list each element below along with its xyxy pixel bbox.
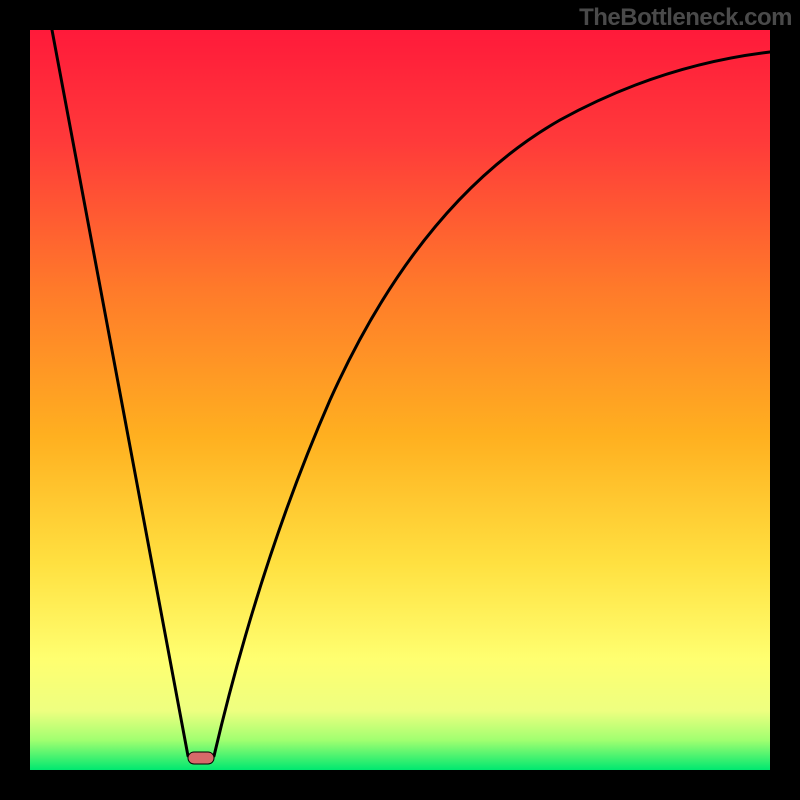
chart-container: TheBottleneck.com (0, 0, 800, 800)
chart-svg (0, 0, 800, 800)
bottleneck-marker (188, 752, 214, 764)
watermark-text: TheBottleneck.com (579, 4, 792, 32)
plot-area (30, 30, 770, 770)
